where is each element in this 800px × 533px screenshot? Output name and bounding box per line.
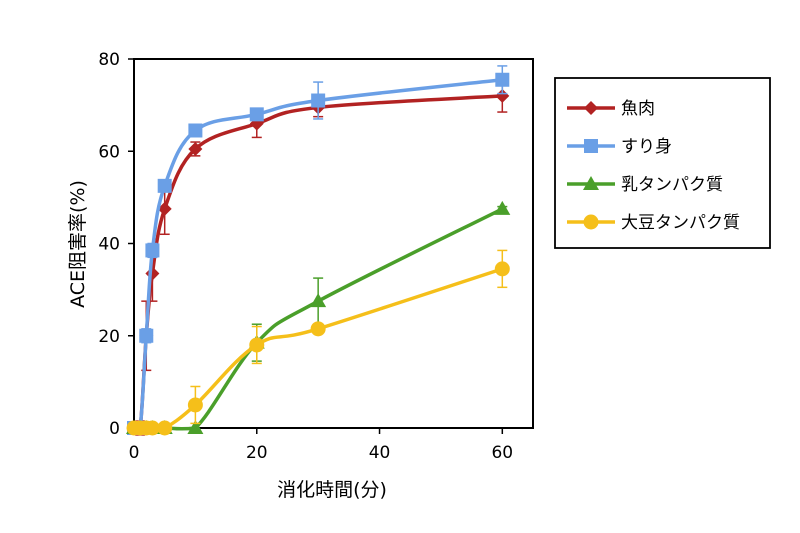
data-point [145,266,160,281]
y-axis-ticks: 0 20 40 60 80 [98,50,134,439]
data-point [249,337,265,353]
data-point [495,72,510,87]
y-tick-label: 40 [98,235,120,255]
legend-item: 乳タンパク質 [567,175,723,195]
data-point [144,420,160,436]
series-2 [127,65,510,435]
y-axis-label: ACE阻害率(%) [67,180,89,308]
series-line [133,94,503,431]
x-axis-label: 消化時間(分) [277,479,387,501]
series-4 [126,249,510,436]
series-1 [127,79,510,436]
y-tick-label: 80 [98,50,120,70]
data-point [311,93,326,108]
y-tick-label: 60 [98,142,120,162]
data-point [495,88,510,103]
x-tick-label: 60 [491,443,513,463]
y-tick-label: 0 [109,419,120,439]
data-point [310,293,327,308]
series-3 [126,200,511,434]
data-point [249,107,264,122]
data-point [187,420,204,434]
x-tick-label: 0 [129,443,140,463]
x-axis-ticks: 0 20 40 60 [129,428,513,463]
legend-item: 大豆タンパク質 [567,213,740,233]
legend-marker [583,214,599,230]
legend-label: 乳タンパク質 [621,175,723,195]
data-point [187,397,203,413]
legend-item: 魚肉 [567,99,655,119]
data-point [157,420,173,436]
y-tick-label: 20 [98,327,120,347]
data-point [188,123,203,138]
series-layer [126,65,511,436]
legend-label: 魚肉 [621,99,655,119]
legend-label: 大豆タンパク質 [621,213,740,233]
data-point [157,201,172,216]
data-point [188,141,203,156]
legend-label: すり身 [621,137,672,157]
plot-border [133,58,534,429]
legend-item: すり身 [567,137,672,157]
data-point [310,321,326,337]
data-point [157,178,172,193]
legend-marker [584,101,598,115]
legend-marker [583,176,599,190]
legend-marker [584,139,598,153]
data-point [494,261,510,277]
data-point [494,200,511,215]
x-tick-label: 20 [246,443,268,463]
data-point [139,328,154,343]
data-point [145,243,160,258]
x-tick-label: 40 [369,443,391,463]
plot-frame [133,58,534,429]
